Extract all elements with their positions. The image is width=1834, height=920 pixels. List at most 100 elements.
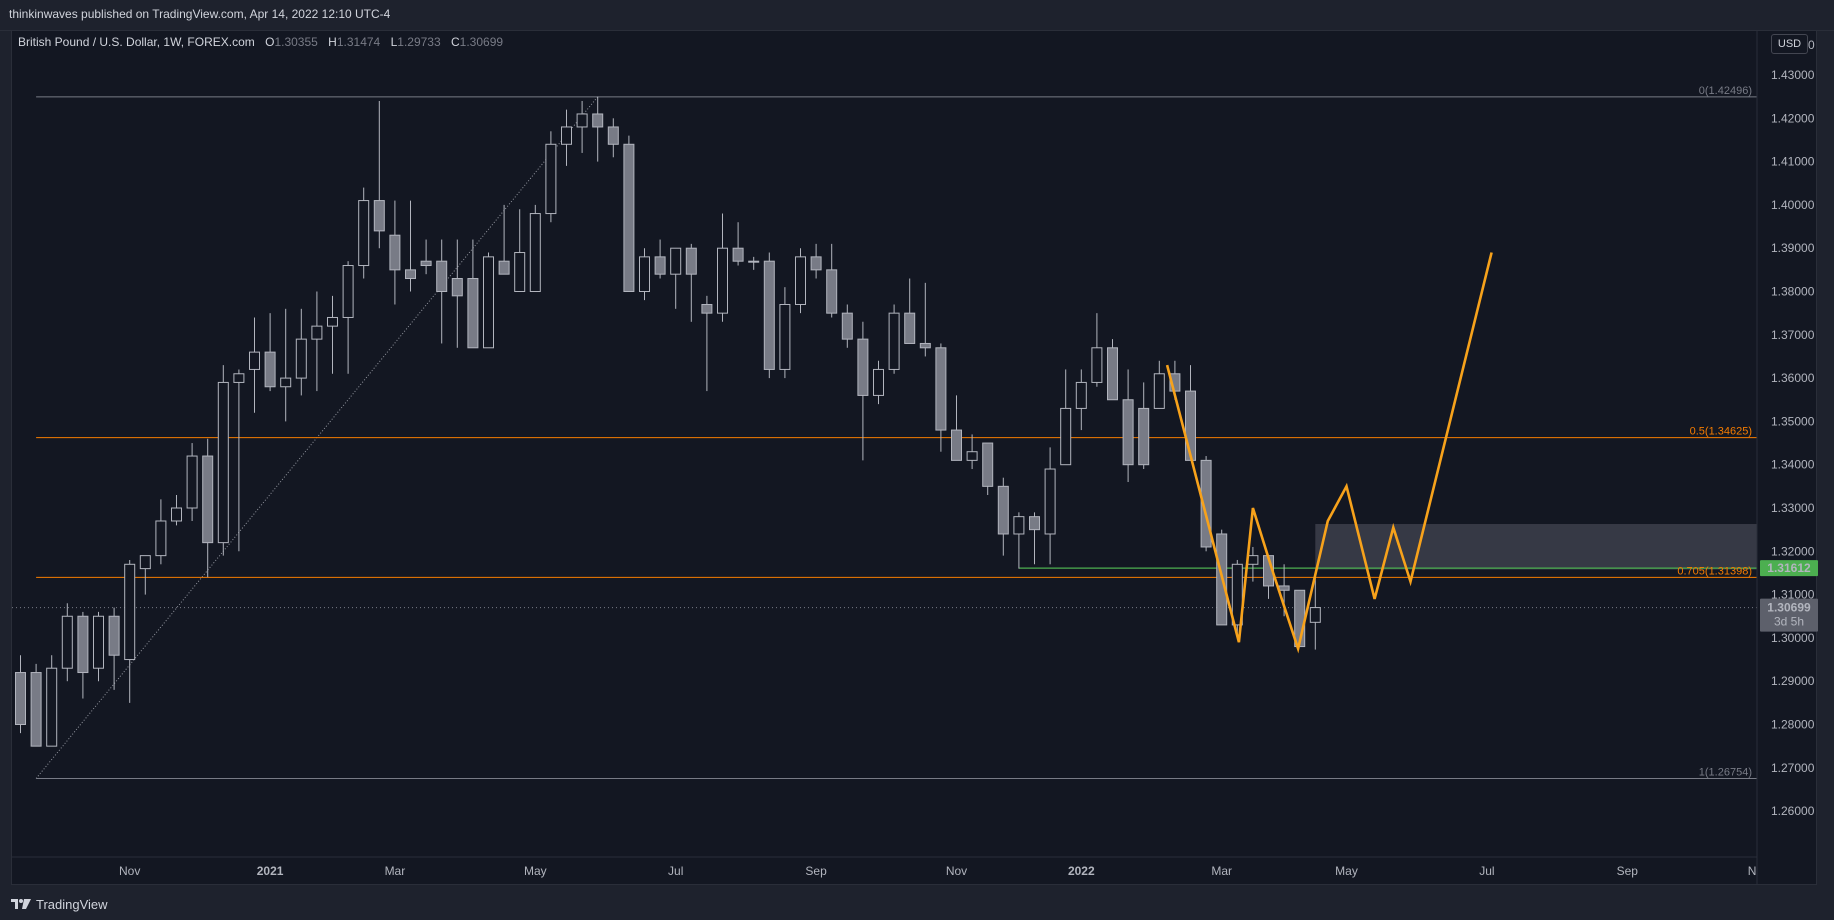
- candle-body: [108, 615, 120, 656]
- price-tick-label: 1.40000: [1771, 198, 1815, 212]
- fib-level-label: 0.5(1.34625): [1690, 426, 1752, 438]
- currency-selector[interactable]: USD: [1771, 34, 1808, 54]
- candle-body: [1029, 516, 1040, 531]
- candle-body: [888, 312, 900, 370]
- candle: [15, 655, 26, 734]
- time-tick-label: May: [1335, 864, 1358, 878]
- candle: [763, 252, 775, 379]
- candle: [623, 135, 635, 292]
- time-tick-label: Sep: [805, 864, 827, 878]
- candle-body: [1200, 459, 1212, 548]
- candle-body: [311, 325, 323, 340]
- time-tick-label: Sep: [1617, 864, 1639, 878]
- fib-level-label: 1(1.26754): [1699, 766, 1752, 778]
- candle: [280, 308, 292, 422]
- candle-body: [171, 507, 182, 522]
- candle-body: [639, 256, 650, 292]
- candle: [249, 317, 260, 413]
- last-price-value: 1.30699: [1767, 601, 1811, 615]
- candle: [46, 655, 58, 747]
- candle-body: [77, 615, 89, 674]
- candle-body: [966, 451, 978, 461]
- price-tick-label: 1.33000: [1771, 501, 1815, 515]
- candle: [919, 282, 931, 357]
- candle-body: [483, 256, 494, 349]
- candle-body: [1278, 585, 1290, 591]
- candle-body: [514, 252, 526, 292]
- candle-body: [1309, 607, 1321, 623]
- candle-body: [763, 260, 775, 370]
- bar-countdown: 3d 5h: [1774, 615, 1804, 629]
- symbol-title[interactable]: British Pound / U.S. Dollar, 1W, FOREX.c…: [18, 35, 255, 49]
- candle-body: [810, 256, 822, 271]
- candle-body: [420, 260, 432, 267]
- price-tick-label: 1.30000: [1771, 631, 1815, 645]
- candle-body: [46, 667, 58, 747]
- candle: [966, 434, 978, 470]
- chart-pane[interactable]: [11, 30, 1817, 885]
- candle-body: [342, 265, 354, 318]
- candle: [810, 243, 822, 279]
- candle: [779, 287, 791, 379]
- candle-body: [561, 126, 572, 145]
- candle: [436, 239, 448, 344]
- candle: [841, 304, 853, 348]
- candle-body: [685, 247, 697, 275]
- time-tick-label: Nov: [946, 864, 967, 878]
- support-price-value: 1.31612: [1767, 561, 1811, 575]
- time-tick-label: Nov: [119, 864, 140, 878]
- time-tick-label: 2021: [257, 864, 284, 878]
- target-zone: [1315, 524, 1757, 570]
- candle: [639, 248, 650, 301]
- candle: [607, 118, 619, 158]
- candle: [264, 313, 276, 392]
- candle: [857, 321, 869, 461]
- candle-body: [1044, 468, 1056, 535]
- price-tick-label: 1.28000: [1771, 718, 1815, 732]
- candle-body: [748, 260, 760, 263]
- candle: [217, 365, 229, 556]
- candle-body: [451, 278, 463, 297]
- low-label: L: [390, 35, 398, 49]
- candle: [951, 395, 962, 461]
- candle-body: [61, 615, 73, 669]
- candle-body: [1091, 347, 1103, 383]
- candle: [420, 239, 432, 275]
- price-tick-label: 1.42000: [1771, 111, 1815, 125]
- candle: [982, 442, 994, 496]
- candle-body: [935, 347, 947, 431]
- price-tick-label: 0: [1808, 38, 1815, 52]
- price-tick-label: 1.32000: [1771, 544, 1815, 558]
- brand[interactable]: TradingView: [10, 894, 108, 914]
- candle: [701, 295, 713, 392]
- candle-body: [1247, 555, 1259, 565]
- candle: [826, 243, 838, 318]
- price-tick-label: 1.29000: [1771, 674, 1815, 688]
- candle: [997, 477, 1009, 556]
- candle: [61, 603, 73, 682]
- symbol-legend: British Pound / U.S. Dollar, 1W, FOREX.c…: [18, 35, 503, 49]
- high-label: H: [328, 35, 337, 49]
- candle-body: [217, 381, 229, 544]
- chart-svg[interactable]: 0(1.42496) 0.5(1.34625) 0.705(1.31398) 1(1.…: [0, 0, 1834, 888]
- candle: [373, 100, 385, 249]
- candle-body: [280, 377, 292, 388]
- candle-body: [139, 555, 151, 570]
- candle-body: [1013, 516, 1025, 535]
- low-value: 1.29733: [397, 35, 441, 49]
- open-value: 1.30355: [274, 35, 318, 49]
- candle: [1075, 369, 1087, 431]
- candle-body: [529, 213, 541, 292]
- candle: [155, 499, 167, 565]
- tradingview-logo-icon: [11, 899, 31, 909]
- close-value: 1.30699: [459, 35, 504, 49]
- time-tick-label: 2022: [1068, 864, 1095, 878]
- candle: [139, 555, 151, 595]
- candle-body: [841, 312, 853, 340]
- candle-body: [249, 351, 260, 370]
- candle-body: [436, 260, 448, 293]
- candle: [592, 96, 604, 162]
- candle: [717, 213, 728, 322]
- candle: [108, 607, 120, 690]
- candle-body: [857, 338, 869, 396]
